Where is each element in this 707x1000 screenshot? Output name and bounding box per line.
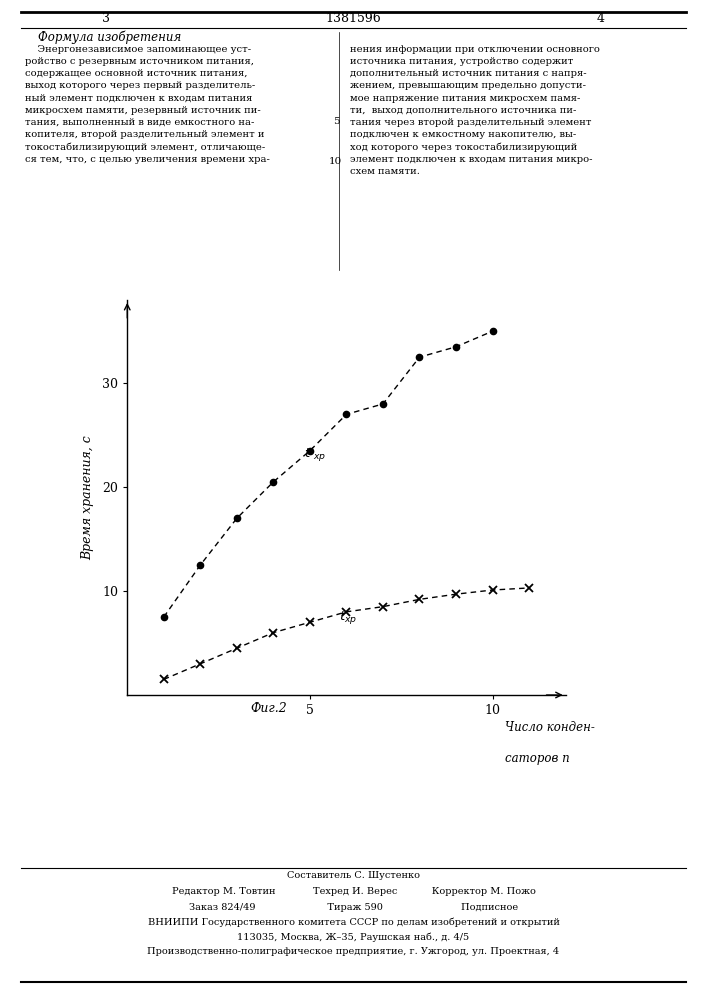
Text: Фиг.2: Фиг.2 (250, 702, 287, 714)
Text: 5: 5 (333, 117, 340, 126)
Text: 113035, Москва, Ж–35, Раушская наб., д. 4/5: 113035, Москва, Ж–35, Раушская наб., д. … (238, 932, 469, 942)
Text: Формула изобретения: Формула изобретения (38, 30, 181, 44)
Text: $t_{хр}$: $t_{хр}$ (339, 609, 357, 626)
Text: Число конден-: Число конден- (506, 721, 595, 734)
Text: 3: 3 (102, 12, 110, 25)
Y-axis label: Время хранения, с: Время хранения, с (81, 435, 94, 560)
Text: 4: 4 (597, 12, 605, 25)
Text: нения информации при отключении основного
источника питания, устройство содержит: нения информации при отключении основног… (350, 45, 600, 176)
Text: Составитель С. Шустенко: Составитель С. Шустенко (287, 871, 420, 880)
Text: Редактор М. Товтин            Техред И. Верес           Корректор М. Пожо: Редактор М. Товтин Техред И. Верес Корре… (172, 888, 535, 896)
Text: Заказ 824/49                       Тираж 590                         Подписное: Заказ 824/49 Тираж 590 Подписное (189, 902, 518, 912)
Text: Энергонезависимое запоминающее уст-
ройство с резервным источником питания,
соде: Энергонезависимое запоминающее уст- ройс… (25, 45, 269, 164)
Text: ВНИИПИ Государственного комитета СССР по делам изобретений и открытий: ВНИИПИ Государственного комитета СССР по… (148, 917, 559, 927)
Text: саторов n: саторов n (506, 752, 570, 765)
Text: Производственно-полиграфическое предприятие, г. Ужгород, ул. Проектная, 4: Производственно-полиграфическое предприя… (148, 948, 559, 956)
Text: $t'_{хр}$: $t'_{хр}$ (305, 446, 327, 464)
Text: 1381596: 1381596 (326, 12, 381, 25)
Text: 10: 10 (329, 157, 341, 166)
